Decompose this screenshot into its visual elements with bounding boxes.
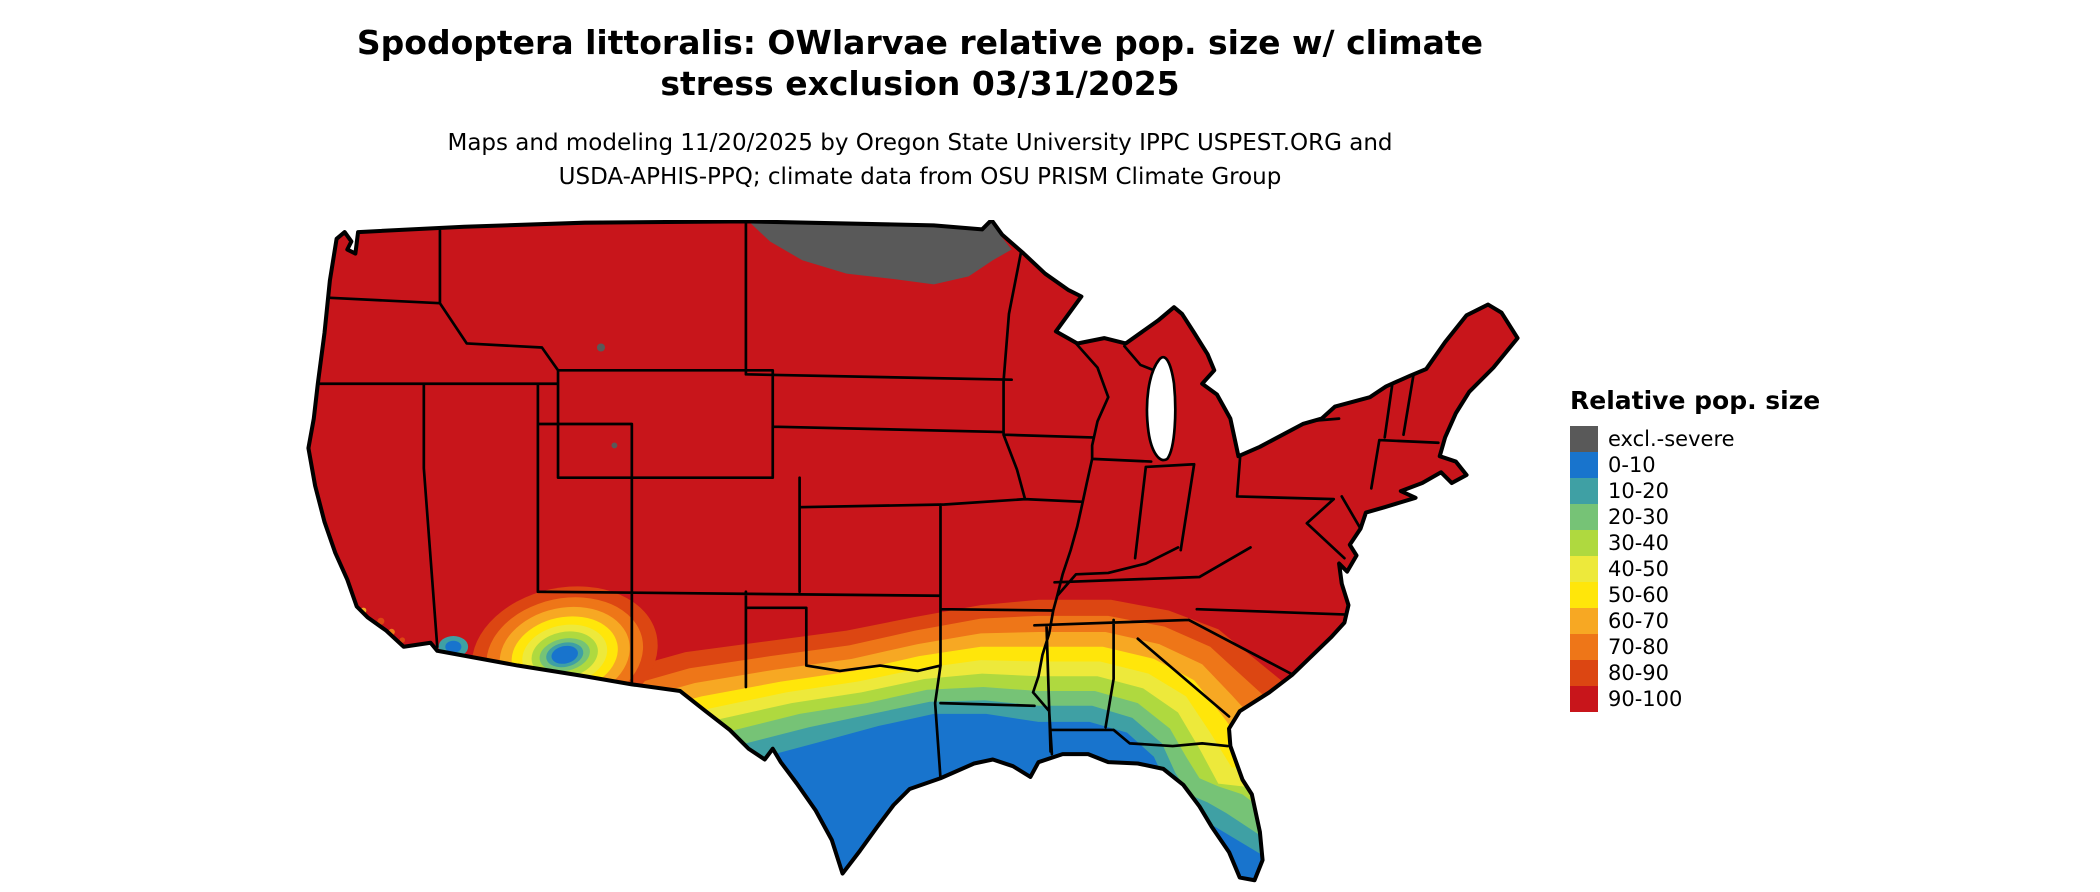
map-subtitle-line1: Maps and modeling 11/20/2025 by Oregon S… [447,130,1393,156]
lake-michigan [1145,355,1177,462]
legend-swatch [1570,608,1598,634]
header: Spodoptera littoralis: OWlarvae relative… [0,22,1840,194]
legend-item-label: 20-30 [1608,505,1670,529]
legend-item: 60-70 [1570,608,1890,634]
legend-item-label: excl.-severe [1608,427,1735,451]
legend-swatch [1570,556,1598,582]
legend-item: 20-30 [1570,504,1890,530]
legend-item: excl.-severe [1570,426,1890,452]
legend-swatch [1570,634,1598,660]
legend-item: 0-10 [1570,452,1890,478]
legend-item-label: 40-50 [1608,557,1670,581]
us-map [306,220,1520,883]
legend-item: 70-80 [1570,634,1890,660]
us-outline [306,220,1520,883]
map-title-line2: stress exclusion 03/31/2025 [660,64,1180,103]
legend-swatch [1570,582,1598,608]
legend-item-label: 70-80 [1608,635,1670,659]
legend-item: 10-20 [1570,478,1890,504]
legend-swatch [1570,452,1598,478]
legend-item-label: 10-20 [1608,479,1670,503]
map-subtitle: Maps and modeling 11/20/2025 by Oregon S… [0,126,1840,194]
legend-item: 90-100 [1570,686,1890,712]
map-subtitle-line2: USDA-APHIS-PPQ; climate data from OSU PR… [558,164,1282,190]
legend-item: 50-60 [1570,582,1890,608]
state-borders [312,220,1440,780]
legend-item-label: 60-70 [1608,609,1670,633]
legend-item-label: 80-90 [1608,661,1670,685]
legend-title: Relative pop. size [1570,386,1821,415]
legend-swatch [1570,686,1598,712]
excluded-region [596,221,1012,449]
legend-list: excl.-severe 0-10 10-20 20-30 30-40 40-50 50-6… [1570,426,1890,712]
legend-item-label: 50-60 [1608,583,1670,607]
map-title-line1: Spodoptera littoralis: OWlarvae relative… [356,23,1484,62]
legend-swatch [1570,426,1598,452]
legend-swatch [1570,660,1598,686]
legend-item-label: 90-100 [1608,687,1683,711]
legend-item: 30-40 [1570,530,1890,556]
legend-swatch [1570,530,1598,556]
legend-item: 80-90 [1570,660,1890,686]
band-0-10 [504,713,1511,881]
legend-item-label: 30-40 [1608,531,1670,555]
legend-item: 40-50 [1570,556,1890,582]
legend: Relative pop. size excl.-severe 0-10 10-20… [1570,386,1890,712]
legend-swatch [1570,478,1598,504]
legend-swatch [1570,504,1598,530]
legend-item-label: 0-10 [1608,453,1656,477]
